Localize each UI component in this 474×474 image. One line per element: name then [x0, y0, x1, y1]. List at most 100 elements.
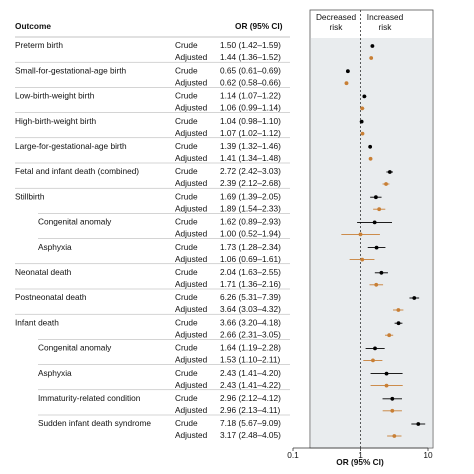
ci-label: 6.26 (5.31–7.39) — [220, 292, 281, 302]
ci-label: 1.07 (1.02–1.12) — [220, 128, 281, 138]
estimate-type: Crude — [175, 65, 198, 75]
outcome-label: Postneonatal death — [15, 292, 87, 302]
ci-label: 3.17 (2.48–4.05) — [220, 430, 281, 440]
point-estimate — [370, 44, 375, 48]
ci-label: 3.64 (3.03–4.32) — [220, 304, 281, 314]
x-tick-label: 10 — [423, 450, 433, 460]
estimate-type: Crude — [175, 242, 198, 252]
ci-label: 1.41 (1.34–1.48) — [220, 153, 281, 163]
point-estimate — [374, 282, 379, 287]
ci-label: 0.65 (0.61–0.69) — [220, 65, 281, 75]
outcome-label: Preterm birth — [15, 40, 63, 50]
outcome-label: Neonatal death — [15, 267, 72, 277]
ci-label: 1.06 (0.69–1.61) — [220, 254, 281, 264]
point-estimate — [416, 422, 421, 426]
point-estimate — [387, 333, 392, 338]
point-estimate — [360, 131, 365, 136]
point-estimate — [372, 220, 377, 225]
point-estimate — [369, 56, 374, 60]
outcome-label: Congenital anomaly — [38, 217, 112, 227]
estimate-type: Crude — [175, 393, 198, 403]
outcome-header: Outcome — [15, 21, 51, 31]
point-estimate — [396, 321, 401, 326]
estimate-type: Crude — [175, 217, 198, 227]
outcome-label: Asphyxia — [38, 242, 72, 252]
ci-label: 1.06 (0.99–1.14) — [220, 103, 281, 113]
estimate-type: Adjusted — [175, 229, 208, 239]
estimate-type: Crude — [175, 116, 198, 126]
ci-label: 1.69 (1.39–2.05) — [220, 191, 281, 201]
ci-label: 0.62 (0.58–0.66) — [220, 77, 281, 87]
outcome-label: Congenital anomaly — [38, 343, 112, 353]
point-estimate — [387, 170, 392, 174]
estimate-type: Adjusted — [175, 304, 208, 314]
outcome-label: Stillbirth — [15, 191, 45, 201]
outcome-label: Fetal and infant death (combined) — [15, 166, 139, 176]
estimate-type: Crude — [175, 343, 198, 353]
estimate-type: Crude — [175, 267, 198, 277]
point-estimate — [390, 408, 395, 413]
estimate-type: Adjusted — [175, 77, 208, 87]
ci-label: 2.96 (2.13–4.11) — [220, 405, 281, 415]
estimate-type: Crude — [175, 292, 198, 302]
ci-label: 1.71 (1.36–2.16) — [220, 279, 281, 289]
estimate-type: Crude — [175, 91, 198, 101]
outcome-label: Sudden infant death syndrome — [38, 418, 151, 428]
point-estimate — [360, 257, 365, 262]
x-tick-label: 1 — [358, 450, 363, 460]
estimate-type: Adjusted — [175, 103, 208, 113]
ci-label: 1.00 (0.52–1.94) — [220, 229, 281, 239]
x-tick-label: 0.1 — [287, 450, 299, 460]
point-estimate — [371, 358, 375, 363]
estimate-type: Adjusted — [175, 430, 208, 440]
outcome-label: Small-for-gestational-age birth — [15, 65, 127, 75]
estimate-type: Adjusted — [175, 405, 208, 415]
outcome-label: High-birth-weight birth — [15, 116, 97, 126]
point-estimate — [392, 434, 397, 438]
estimate-type: Adjusted — [175, 153, 208, 163]
point-estimate — [373, 195, 378, 200]
point-estimate — [373, 346, 377, 351]
estimate-type: Adjusted — [175, 52, 208, 62]
x-axis-label: OR (95% CI) — [336, 457, 384, 467]
point-estimate — [358, 232, 363, 237]
estimate-type: Crude — [175, 141, 198, 151]
outcome-label: Asphyxia — [38, 368, 72, 378]
point-estimate — [384, 182, 388, 186]
outcome-label: Low-birth-weight birth — [15, 91, 95, 101]
ci-label: 2.04 (1.63–2.55) — [220, 267, 281, 277]
point-estimate — [396, 308, 401, 312]
estimate-type: Adjusted — [175, 203, 208, 213]
estimate-type: Adjusted — [175, 128, 208, 138]
ci-label: 1.73 (1.28–2.34) — [220, 242, 281, 252]
ci-label: 1.53 (1.10–2.11) — [220, 355, 281, 365]
ci-label: 1.64 (1.19–2.28) — [220, 343, 281, 353]
outcome-label: Infant death — [15, 317, 59, 327]
estimate-type: Adjusted — [175, 178, 208, 188]
ci-label: 1.62 (0.89–2.93) — [220, 217, 281, 227]
estimate-type: Crude — [175, 317, 198, 327]
point-estimate — [390, 396, 395, 401]
estimate-type: Crude — [175, 191, 198, 201]
ci-label: 1.50 (1.42–1.59) — [220, 40, 281, 50]
point-estimate — [360, 106, 365, 111]
ci-label: 2.43 (1.41–4.20) — [220, 368, 281, 378]
point-estimate — [368, 144, 373, 149]
ci-label: 2.96 (2.12–4.12) — [220, 393, 281, 403]
ci-label: 2.43 (1.41–4.22) — [220, 380, 281, 390]
outcome-label: Immaturity-related condition — [38, 393, 141, 403]
point-estimate — [359, 119, 364, 124]
estimate-type: Crude — [175, 368, 198, 378]
ci-label: 3.66 (3.20–4.18) — [220, 317, 281, 327]
ci-label: 1.44 (1.36–1.52) — [220, 52, 281, 62]
ci-label: 7.18 (5.67–9.09) — [220, 418, 281, 428]
plot-panel — [310, 38, 433, 448]
estimate-type: Crude — [175, 166, 198, 176]
ci-header: OR (95% CI) — [235, 21, 283, 31]
point-estimate — [345, 69, 350, 74]
point-estimate — [384, 371, 389, 376]
ci-label: 1.39 (1.32–1.46) — [220, 141, 281, 151]
estimate-type: Adjusted — [175, 380, 208, 390]
